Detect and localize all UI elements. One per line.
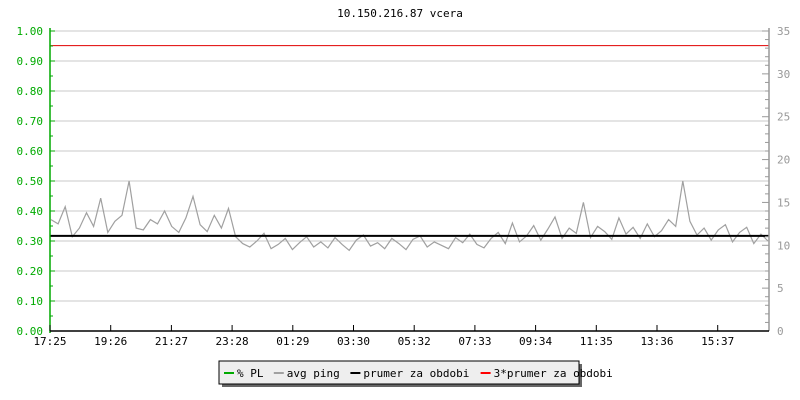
- left-tick-label: 0.20: [17, 265, 44, 278]
- x-tick-label: 01:29: [276, 335, 309, 348]
- left-tick-label: 0.70: [17, 115, 44, 128]
- x-tick-label: 17:25: [33, 335, 66, 348]
- legend-label: 3*prumer za obdobi: [494, 367, 613, 380]
- legend-label: % PL: [237, 367, 264, 380]
- left-tick-label: 0.30: [17, 235, 44, 248]
- legend-label: prumer za obdobi: [363, 367, 469, 380]
- right-tick-label: 0: [777, 325, 784, 338]
- right-tick-label: 10: [777, 239, 790, 252]
- right-tick-label: 20: [777, 154, 790, 167]
- chart-title: 10.150.216.87 vcera: [337, 7, 463, 20]
- x-tick-label: 15:37: [701, 335, 734, 348]
- grid: [50, 30, 769, 302]
- right-tick-label: 35: [777, 25, 790, 38]
- left-tick-label: 0.90: [17, 55, 44, 68]
- axes: 0.00 0.10 0.20 0.30 0.40 0.50 0.60 0.70 0.80 0.90…: [17, 25, 791, 348]
- x-tick-label: 19:26: [94, 335, 127, 348]
- legend-box: [218, 360, 580, 385]
- reference-lines: [50, 45, 769, 332]
- left-tick-label: 0.10: [17, 295, 44, 308]
- left-tick-label: 1.00: [17, 25, 44, 38]
- avg-ping-series: [50, 180, 769, 252]
- x-tick-label: 13:36: [640, 335, 673, 348]
- avg-ping-line: [50, 180, 769, 252]
- left-tick-label: 0.00: [17, 325, 44, 338]
- x-tick-label: 05:32: [398, 335, 431, 348]
- right-tick-label: 30: [777, 68, 790, 81]
- legend-label: avg ping: [287, 367, 340, 380]
- left-tick-label: 0.80: [17, 85, 44, 98]
- x-tick-label: 23:28: [216, 335, 249, 348]
- right-tick-label: 15: [777, 196, 790, 209]
- left-tick-label: 0.40: [17, 205, 44, 218]
- x-tick-label: 21:27: [155, 335, 188, 348]
- legend: % PL avg ping prumer za obdobi 3*prumer za …: [218, 360, 613, 387]
- right-tick-label: 5: [777, 282, 784, 295]
- x-tick-label: 11:35: [580, 335, 613, 348]
- left-tick-label: 0.60: [17, 145, 44, 158]
- right-tick-label: 25: [777, 111, 790, 124]
- x-tick-label: 07:33: [458, 335, 491, 348]
- x-tick-label: 09:34: [519, 335, 552, 348]
- left-tick-label: 0.50: [17, 175, 44, 188]
- x-tick-label: 03:30: [337, 335, 370, 348]
